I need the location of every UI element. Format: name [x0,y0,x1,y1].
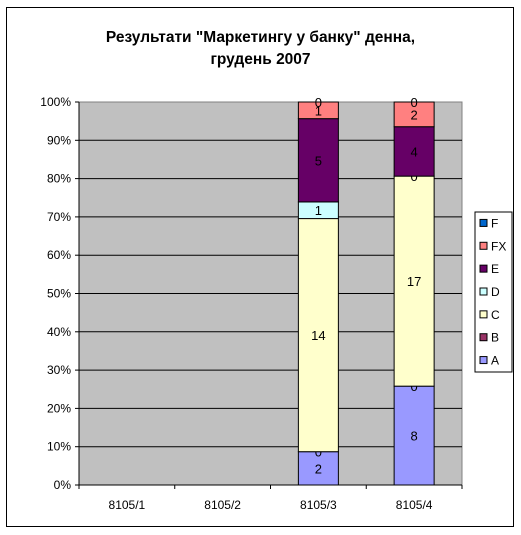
y-tick-label: 90% [47,133,71,147]
x-tick-label: 8105/4 [396,498,433,512]
legend-swatch [479,333,488,342]
data-label: 2 [315,461,322,476]
y-tick-label: 70% [47,210,71,224]
data-label: 14 [311,328,325,343]
x-tick-label: 8105/3 [300,498,337,512]
bar-segment [393,101,435,128]
bar-segment [297,101,339,120]
y-tick-label: 80% [47,172,71,186]
y-tick-label: 0% [54,478,72,492]
legend-swatch [479,287,488,296]
y-tick-label: 10% [47,440,71,454]
bar-segment [393,175,435,387]
bar-segment [297,451,339,486]
legend-swatch [479,310,488,319]
bar-segment [393,385,435,486]
legend-label: E [491,262,499,276]
bar-segment [297,218,339,453]
y-tick-label: 30% [47,363,71,377]
y-tick-label: 20% [47,401,71,415]
legend-label: B [491,331,499,345]
x-tick-label: 8105/2 [204,498,241,512]
data-label: 5 [315,153,322,168]
data-label: 4 [411,144,418,159]
data-label: 1 [315,203,322,218]
chart-title-line1: Результати "Маркетингу у банку" денна, [105,29,416,46]
data-label: 8 [411,429,418,444]
data-label: 17 [407,274,421,289]
data-label: 0 [411,379,418,394]
y-tick-label: 60% [47,248,71,262]
legend-swatch [479,356,488,365]
legend-swatch [479,241,488,250]
chart-title-line2: грудень 2007 [210,51,311,68]
data-label: 0 [411,95,418,110]
data-label: 1 [315,103,322,118]
data-label: 0 [315,95,322,110]
x-tick-label: 8105/1 [109,498,146,512]
legend-label: F [491,216,498,230]
legend-swatch [479,218,488,227]
y-tick-label: 100% [40,95,71,109]
legend-label: C [491,308,500,322]
y-tick-label: 50% [47,287,71,301]
legend-label: A [491,354,499,368]
y-tick-label: 40% [47,325,71,339]
bar-segment [393,126,435,177]
bar-segment [297,118,339,203]
data-label: 2 [411,107,418,122]
legend-swatch [479,264,488,273]
legend-label: FX [491,239,506,253]
legend-label: D [491,285,500,299]
